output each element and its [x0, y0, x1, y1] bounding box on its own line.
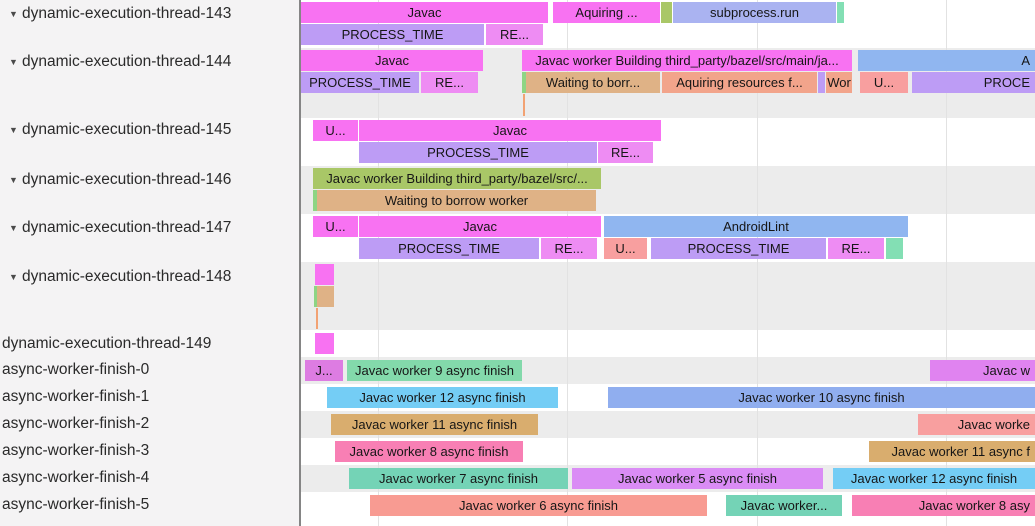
slice[interactable]: A [858, 50, 1035, 71]
slice[interactable]: Javac worker 7 async finish [349, 468, 568, 489]
slice[interactable]: Javac [359, 216, 601, 237]
track-label-row[interactable]: async-worker-finish-3 [0, 440, 300, 462]
slice[interactable]: RE... [486, 24, 543, 45]
track-label-row[interactable]: async-worker-finish-0 [0, 359, 300, 381]
track-label: dynamic-execution-thread-145 [22, 121, 232, 138]
track-label: dynamic-execution-thread-148 [22, 268, 232, 285]
slice[interactable]: Javac [301, 50, 483, 71]
slice[interactable]: Javac [359, 120, 661, 141]
track-label: dynamic-execution-thread-146 [22, 171, 232, 188]
track-label: async-worker-finish-5 [2, 496, 150, 513]
slice[interactable]: RE... [421, 72, 478, 93]
slice[interactable]: Javac worker Building third_party/bazel/… [522, 50, 852, 71]
track-label-row[interactable]: async-worker-finish-4 [0, 467, 300, 489]
track-label: async-worker-finish-4 [2, 469, 150, 486]
track-label-row[interactable]: ▼ dynamic-execution-thread-148 [0, 266, 300, 288]
slice[interactable]: Javac worker 11 async f [869, 441, 1035, 462]
slice[interactable]: PROCESS_TIME [301, 72, 419, 93]
track-label: async-worker-finish-3 [2, 442, 150, 459]
track-label: async-worker-finish-2 [2, 415, 150, 432]
track-label: dynamic-execution-thread-147 [22, 219, 232, 236]
slice[interactable]: Javac w [930, 360, 1035, 381]
collapse-triangle-icon[interactable]: ▼ [9, 57, 18, 67]
slice[interactable]: J... [305, 360, 343, 381]
slice[interactable]: Javac worker 8 asy [852, 495, 1035, 516]
slice[interactable]: PROCESS_TIME [359, 142, 597, 163]
track-name-sidebar: ▼ dynamic-execution-thread-143 ▼ dynamic-ex… [0, 0, 300, 526]
slice[interactable]: Javac worker 5 async finish [572, 468, 823, 489]
track-label: dynamic-execution-thread-143 [22, 5, 232, 22]
time-gridline [757, 0, 758, 526]
slice[interactable]: Javac worker 8 async finish [335, 441, 523, 462]
slice[interactable] [315, 264, 334, 285]
slice[interactable]: Aquiring resources f... [662, 72, 817, 93]
slice[interactable]: Javac worker... [726, 495, 842, 516]
slice[interactable] [837, 2, 844, 23]
track-label-row[interactable]: ▼ dynamic-execution-thread-146 [0, 169, 300, 191]
slice[interactable]: Waiting to borr... [526, 72, 660, 93]
collapse-triangle-icon[interactable]: ▼ [9, 272, 18, 282]
track-label-row[interactable]: async-worker-finish-1 [0, 386, 300, 408]
slice[interactable] [313, 190, 317, 211]
slice[interactable]: Javac worker 12 async finish [327, 387, 558, 408]
slice[interactable]: RE... [541, 238, 597, 259]
slice[interactable]: Javac worker 10 async finish [608, 387, 1035, 408]
flow-event-tick [523, 94, 525, 116]
track-label-row[interactable]: ▼ dynamic-execution-thread-145 [0, 119, 300, 141]
slice[interactable] [314, 286, 318, 307]
track-label-row[interactable]: dynamic-execution-thread-149 [0, 333, 300, 355]
time-gridline [567, 0, 568, 526]
track-label: dynamic-execution-thread-149 [2, 335, 212, 352]
collapse-triangle-icon[interactable]: ▼ [9, 9, 18, 19]
track-label-row[interactable]: async-worker-finish-2 [0, 413, 300, 435]
collapse-triangle-icon[interactable]: ▼ [9, 125, 18, 135]
slice[interactable]: subprocess.run [673, 2, 836, 23]
slice[interactable]: Javac worker Building third_party/bazel/… [313, 168, 601, 189]
slice[interactable]: Javac [301, 2, 548, 23]
slice[interactable]: Javac worker 11 async finish [331, 414, 538, 435]
slice[interactable]: U... [313, 216, 358, 237]
slice[interactable]: PROCE [912, 72, 1035, 93]
slice[interactable] [315, 333, 334, 354]
sidebar-divider[interactable] [299, 0, 301, 526]
track-label-row[interactable]: ▼ dynamic-execution-thread-144 [0, 51, 300, 73]
time-gridline [946, 0, 947, 526]
slice[interactable]: U... [860, 72, 908, 93]
slice[interactable]: Waiting to borrow worker [317, 190, 596, 211]
slice[interactable]: U... [604, 238, 647, 259]
track-label-row[interactable]: ▼ dynamic-execution-thread-147 [0, 217, 300, 239]
slice[interactable]: PROCESS_TIME [301, 24, 484, 45]
slice[interactable] [818, 72, 825, 93]
slice[interactable] [317, 286, 334, 307]
slice[interactable]: Aquiring ... [553, 2, 660, 23]
slice[interactable]: Javac worker 12 async finish [833, 468, 1035, 489]
track-label: async-worker-finish-0 [2, 361, 150, 378]
flow-event-tick [316, 308, 318, 329]
collapse-triangle-icon[interactable]: ▼ [9, 223, 18, 233]
track-label: async-worker-finish-1 [2, 388, 150, 405]
track-label-row[interactable]: ▼ dynamic-execution-thread-143 [0, 3, 300, 25]
slice[interactable] [522, 72, 526, 93]
slice[interactable]: U... [313, 120, 358, 141]
slice[interactable] [661, 2, 672, 23]
track-band [301, 330, 1035, 357]
slice[interactable] [886, 238, 903, 259]
slice[interactable]: AndroidLint [604, 216, 908, 237]
slice[interactable]: Javac worke [918, 414, 1035, 435]
collapse-triangle-icon[interactable]: ▼ [9, 175, 18, 185]
slice[interactable]: PROCESS_TIME [359, 238, 539, 259]
slice[interactable]: RE... [828, 238, 884, 259]
slice[interactable]: Javac worker 6 async finish [370, 495, 707, 516]
slice[interactable]: PROCESS_TIME [651, 238, 826, 259]
slice[interactable]: Wor [826, 72, 852, 93]
slice[interactable]: RE... [598, 142, 653, 163]
track-label: dynamic-execution-thread-144 [22, 53, 232, 70]
slice[interactable]: Javac worker 9 async finish [347, 360, 522, 381]
time-gridline [378, 0, 379, 526]
track-band [301, 262, 1035, 330]
track-label-row[interactable]: async-worker-finish-5 [0, 494, 300, 516]
